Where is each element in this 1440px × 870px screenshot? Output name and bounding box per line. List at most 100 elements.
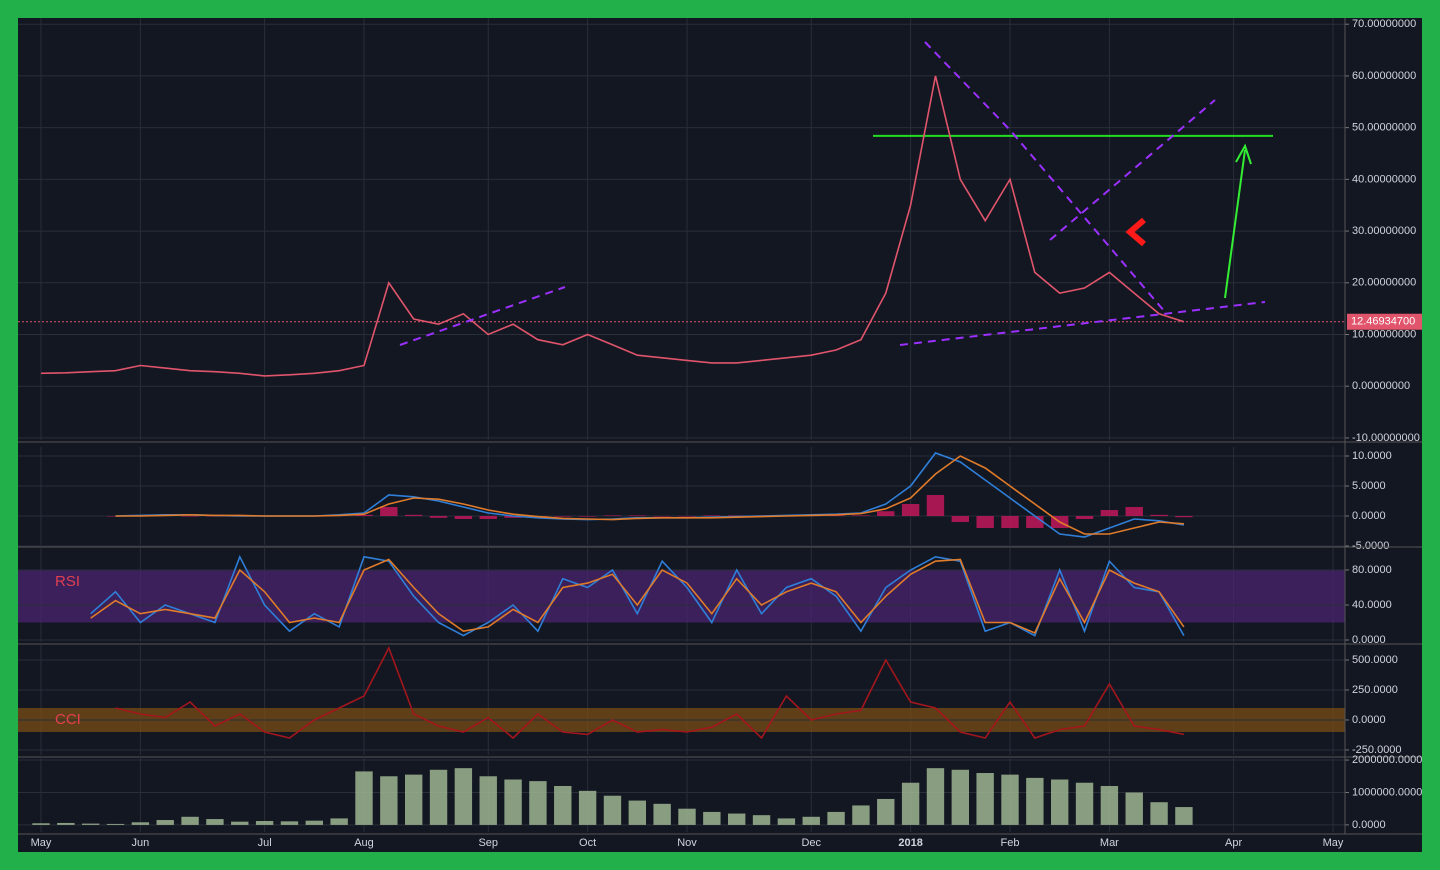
- x-tick-label: May: [31, 837, 52, 849]
- bar: [330, 818, 348, 825]
- y-tick-label: 0.0000: [1352, 714, 1386, 726]
- panel-label: RSI: [55, 573, 80, 590]
- bar: [404, 774, 423, 825]
- series-line: [90, 558, 1185, 635]
- bar: [81, 823, 100, 825]
- y-tick-label: 2000000.0000: [1352, 754, 1422, 766]
- bar: [852, 515, 870, 517]
- bar: [454, 516, 473, 520]
- bar: [827, 811, 845, 825]
- arrow-head: [1235, 143, 1252, 165]
- y-tick-label: 0.00000000: [1352, 380, 1410, 392]
- y-tick-label: 0.0000: [1352, 510, 1386, 522]
- y-tick-label: 5.0000: [1352, 480, 1386, 492]
- y-tick-label: -5.0000: [1352, 540, 1389, 552]
- bar: [802, 816, 820, 825]
- bar: [1100, 510, 1119, 517]
- price-tag: [1347, 313, 1422, 330]
- bar: [1026, 516, 1044, 529]
- drawings: [399, 41, 1266, 346]
- bar: [877, 511, 895, 517]
- x-tick-label: Dec: [801, 837, 821, 849]
- trend-line: [924, 41, 1166, 313]
- bar: [926, 768, 945, 825]
- bar: [1050, 779, 1069, 825]
- series-line: [115, 646, 1185, 740]
- y-tick-label: 1000000.0000: [1352, 786, 1422, 798]
- y-tick-label: 0.0000: [1352, 634, 1386, 646]
- bar: [951, 516, 970, 523]
- bar: [1150, 802, 1168, 825]
- x-tick-label: Apr: [1225, 837, 1242, 849]
- bar: [1001, 516, 1019, 529]
- bar: [678, 808, 696, 825]
- bar: [777, 818, 796, 825]
- y-tick-label: 0.0000: [1352, 819, 1386, 831]
- bar: [504, 516, 522, 518]
- x-tick-label: May: [1323, 837, 1344, 849]
- bar: [703, 515, 721, 517]
- x-tick-label: Mar: [1100, 837, 1119, 849]
- x-tick-label: Sep: [478, 837, 498, 849]
- bar: [901, 782, 920, 825]
- bar: [628, 800, 647, 825]
- bar: [181, 816, 199, 825]
- panel-label: CCI: [55, 711, 81, 728]
- bar: [255, 821, 274, 825]
- y-tick-label: 500.0000: [1352, 654, 1398, 666]
- y-tick-label: 250.0000: [1352, 684, 1398, 696]
- bar: [355, 771, 373, 825]
- arrow: [1224, 149, 1246, 299]
- bar: [926, 495, 945, 517]
- bar: [628, 515, 647, 517]
- bar: [355, 514, 373, 517]
- bar: [603, 515, 622, 517]
- bar: [901, 504, 920, 517]
- bar: [554, 516, 572, 517]
- bar: [305, 820, 324, 825]
- bar: [206, 819, 224, 825]
- bar: [404, 514, 423, 517]
- bar: [653, 516, 671, 517]
- bar: [131, 822, 150, 825]
- bar: [976, 773, 994, 825]
- bar: [727, 813, 746, 825]
- x-tick-label: Jul: [258, 837, 272, 849]
- series-line: [115, 455, 1184, 535]
- bar: [703, 811, 721, 825]
- bar: [454, 768, 473, 825]
- bar: [827, 515, 845, 517]
- bar: [951, 769, 970, 825]
- bar: [181, 516, 199, 517]
- x-tick-label: 2018: [898, 837, 922, 849]
- x-tick-label: Feb: [1001, 837, 1020, 849]
- y-tick-label: 70.00000000: [1352, 18, 1416, 30]
- x-tick-label: Aug: [354, 837, 374, 849]
- y-tick-label: 10.00000000: [1352, 328, 1416, 340]
- bar: [32, 823, 50, 825]
- y-tick-label: 30.00000000: [1352, 225, 1416, 237]
- x-tick-label: Oct: [579, 837, 596, 849]
- y-tick-label: 50.00000000: [1352, 122, 1416, 134]
- bar: [1175, 807, 1193, 825]
- bar: [1125, 792, 1143, 825]
- bar: [1075, 782, 1094, 825]
- bar: [603, 795, 622, 825]
- y-tick-label: -10.00000000: [1352, 432, 1420, 444]
- red-arrow: [1125, 217, 1146, 247]
- bar: [504, 779, 522, 825]
- bar: [1125, 507, 1143, 517]
- y-tick-label: 10.0000: [1352, 450, 1392, 462]
- bar: [380, 776, 398, 825]
- bar: [1075, 516, 1094, 520]
- bar: [752, 815, 771, 825]
- bar: [156, 820, 174, 825]
- bar: [529, 781, 547, 825]
- bar: [429, 769, 448, 825]
- y-tick-label: 40.0000: [1352, 599, 1392, 611]
- bar: [578, 516, 597, 517]
- bar: [678, 516, 696, 517]
- bar: [1026, 777, 1044, 825]
